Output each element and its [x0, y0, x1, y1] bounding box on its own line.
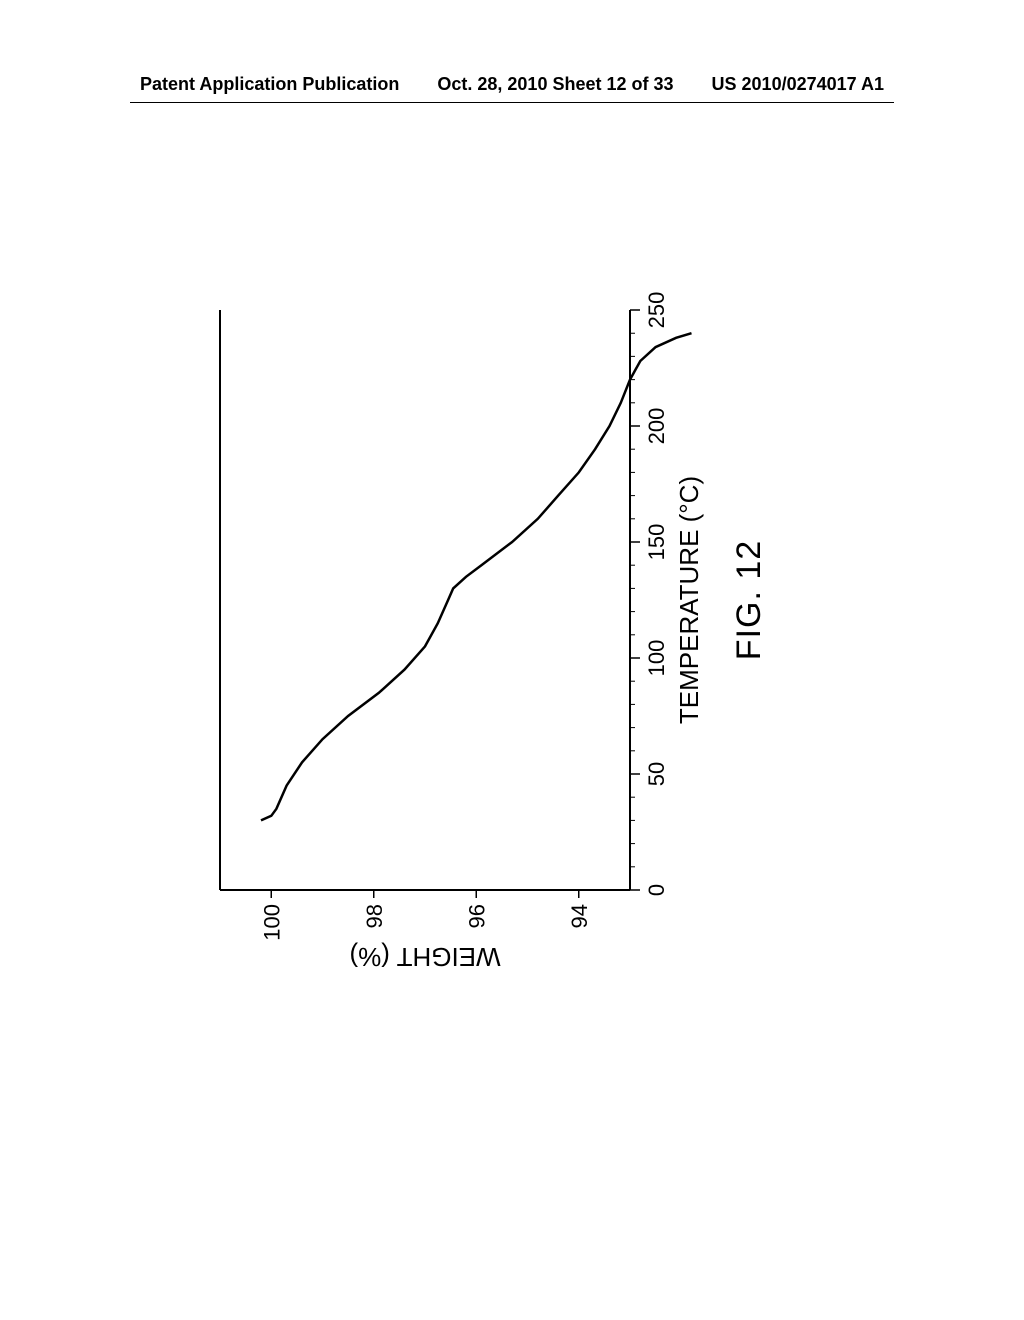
tga-chart: 050100150200250949698100TEMPERATURE (°C)…: [200, 280, 820, 980]
header-center: Oct. 28, 2010 Sheet 12 of 33: [437, 74, 673, 95]
y-tick-label: 98: [362, 904, 387, 928]
figure-caption: FIG. 12: [730, 540, 768, 660]
x-tick-label: 50: [644, 762, 669, 786]
y-tick-label: 96: [464, 904, 489, 928]
x-tick-label: 100: [644, 640, 669, 677]
x-tick-label: 0: [644, 884, 669, 896]
header-left: Patent Application Publication: [140, 74, 399, 95]
y-axis-label: WEIGHT (%): [349, 942, 500, 972]
figure-container: 050100150200250949698100TEMPERATURE (°C)…: [200, 280, 820, 980]
header-right: US 2010/0274017 A1: [712, 74, 884, 95]
x-axis-label: TEMPERATURE (°C): [674, 476, 704, 724]
y-tick-label: 100: [259, 904, 284, 941]
x-tick-label: 150: [644, 524, 669, 561]
x-tick-label: 250: [644, 292, 669, 329]
tga-curve: [261, 333, 692, 820]
x-tick-label: 200: [644, 408, 669, 445]
chart-svg: 050100150200250949698100TEMPERATURE (°C)…: [200, 280, 820, 980]
y-tick-label: 94: [567, 904, 592, 928]
header-divider: [130, 102, 894, 103]
